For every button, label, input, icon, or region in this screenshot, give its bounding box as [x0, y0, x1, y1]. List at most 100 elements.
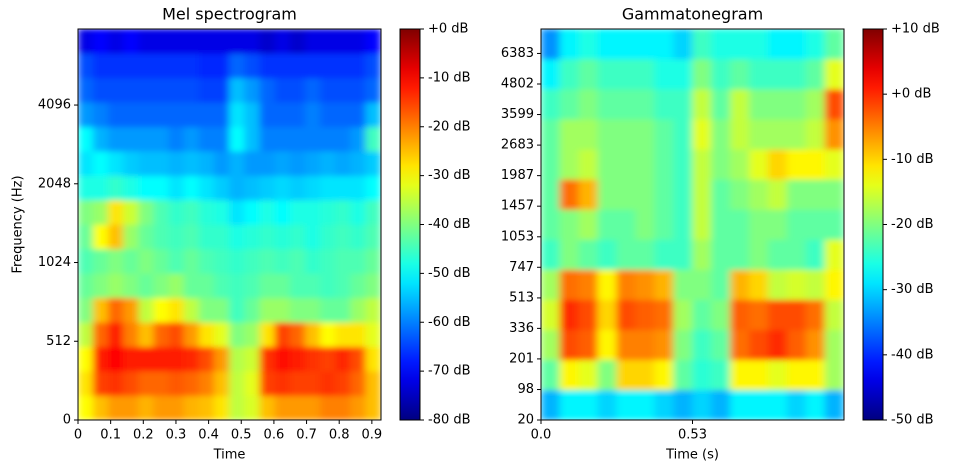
cell	[597, 299, 618, 331]
cell	[304, 175, 321, 201]
chart-title: Mel spectrogram	[162, 5, 297, 24]
cell	[108, 53, 124, 79]
cell	[711, 149, 731, 180]
cell	[153, 248, 170, 274]
y-axis-label: Frequency (Hz)	[11, 175, 26, 273]
cell	[259, 395, 276, 420]
cell	[108, 346, 124, 372]
cell	[274, 150, 291, 176]
cell	[92, 29, 109, 54]
cell	[635, 29, 655, 60]
cell	[692, 179, 712, 210]
cell	[749, 299, 769, 331]
cell	[654, 118, 674, 150]
cell	[597, 269, 618, 300]
cell	[244, 175, 261, 201]
cell	[786, 58, 807, 90]
cell	[365, 126, 381, 152]
cell	[824, 299, 844, 331]
cell	[805, 389, 826, 420]
y-tick-label: 4802	[501, 76, 534, 91]
cell	[616, 389, 636, 420]
cell	[229, 102, 245, 128]
cell	[673, 359, 693, 391]
cell	[183, 370, 200, 396]
cell	[767, 118, 788, 150]
cell	[805, 329, 826, 361]
cell	[541, 299, 561, 331]
cell	[616, 329, 636, 361]
x-axis-label: Time (s)	[665, 448, 719, 463]
cell	[578, 179, 599, 210]
cell	[214, 248, 230, 274]
cell	[168, 346, 185, 372]
cell	[198, 395, 215, 420]
cell	[229, 297, 245, 323]
cell	[244, 321, 261, 347]
cell	[616, 118, 636, 150]
cell	[541, 149, 561, 180]
cell	[123, 395, 139, 420]
cell	[289, 224, 306, 250]
cell	[78, 150, 94, 176]
cell	[365, 150, 381, 176]
cell	[244, 29, 261, 54]
cell	[123, 248, 139, 274]
cell	[214, 29, 230, 54]
cell	[673, 29, 693, 60]
cell	[730, 389, 750, 420]
cell	[123, 102, 139, 128]
cell	[692, 329, 712, 361]
cell	[711, 359, 731, 391]
cell	[229, 224, 245, 250]
x-tick-label: 0.2	[133, 428, 154, 443]
cell	[198, 346, 215, 372]
cell	[289, 248, 306, 274]
cell	[229, 77, 245, 103]
cell	[108, 126, 124, 152]
cell	[597, 179, 618, 210]
cell	[274, 175, 291, 201]
cell	[138, 395, 155, 420]
cell	[559, 88, 580, 120]
cell	[654, 329, 674, 361]
cell	[320, 126, 336, 152]
cell	[335, 370, 351, 396]
cell	[274, 297, 291, 323]
cell	[304, 53, 321, 79]
cell	[123, 370, 139, 396]
cell	[711, 389, 731, 420]
cell	[78, 199, 94, 225]
cell	[304, 150, 321, 176]
cell	[123, 321, 139, 347]
cell	[559, 29, 580, 60]
heatmap-clip	[541, 29, 844, 420]
cell	[824, 359, 844, 391]
cell	[616, 149, 636, 180]
cell	[320, 77, 336, 103]
cell	[229, 126, 245, 152]
cell	[578, 29, 599, 60]
cell	[786, 269, 807, 300]
cell	[198, 150, 215, 176]
cell	[673, 299, 693, 331]
cell	[597, 389, 618, 420]
cell	[692, 389, 712, 420]
cell	[767, 359, 788, 391]
cell	[730, 359, 750, 391]
cell	[214, 102, 230, 128]
cell	[198, 77, 215, 103]
cell	[244, 199, 261, 225]
cell	[214, 273, 230, 299]
cell	[824, 329, 844, 361]
cell	[108, 248, 124, 274]
y-tick-label: 1024	[38, 255, 71, 270]
cell	[365, 297, 381, 323]
y-tick-label: 6383	[501, 46, 534, 61]
cell	[244, 248, 261, 274]
cell	[138, 346, 155, 372]
cell	[786, 118, 807, 150]
cell	[730, 299, 750, 331]
cell	[749, 329, 769, 361]
cell	[350, 273, 367, 299]
